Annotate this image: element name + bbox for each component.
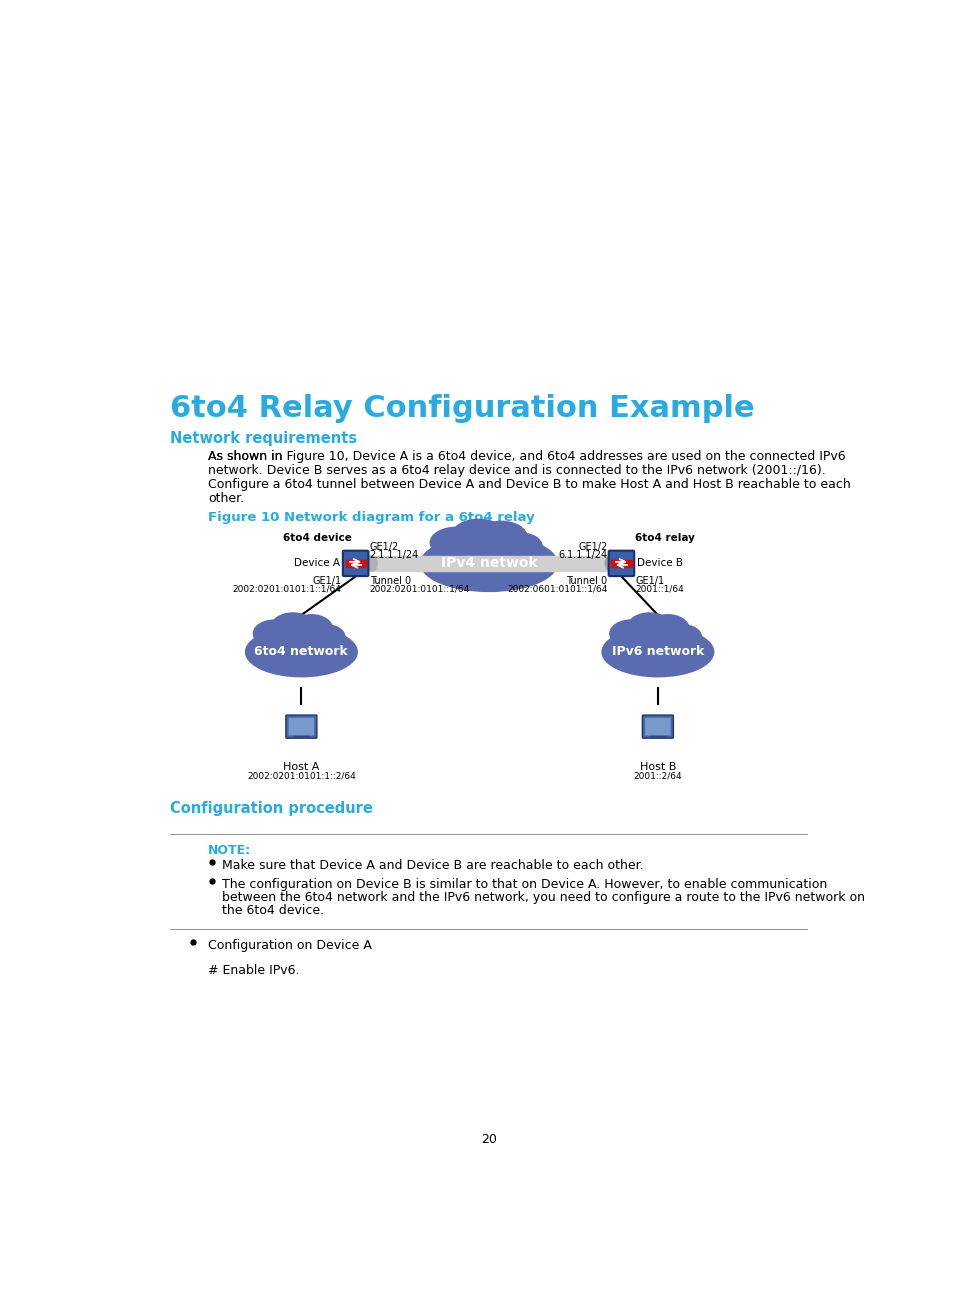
Ellipse shape (498, 533, 541, 560)
Ellipse shape (475, 521, 527, 554)
Text: 6to4 Relay Configuration Example: 6to4 Relay Configuration Example (170, 393, 754, 423)
Ellipse shape (253, 620, 295, 647)
FancyBboxPatch shape (286, 716, 316, 738)
Bar (298, 727, 303, 735)
Text: Make sure that Device A and Device B are reachable to each other.: Make sure that Device A and Device B are… (221, 859, 642, 872)
Text: 2002:0601:0101::1/64: 2002:0601:0101::1/64 (507, 585, 607, 594)
FancyBboxPatch shape (644, 718, 670, 735)
Text: 6to4 device: 6to4 device (283, 533, 352, 543)
Text: As shown in: As shown in (208, 450, 287, 463)
Text: between the 6to4 network and the IPv6 network, you need to configure a route to : between the 6to4 network and the IPv6 ne… (221, 890, 863, 903)
Text: other.: other. (208, 492, 244, 505)
Text: 2002:0201:0101:1::1/64: 2002:0201:0101:1::1/64 (233, 585, 341, 594)
Text: IPv6 network: IPv6 network (611, 646, 703, 659)
Bar (655, 727, 659, 735)
Text: Configuration on Device A: Configuration on Device A (208, 939, 372, 952)
Ellipse shape (646, 615, 688, 643)
Text: GE1/2: GE1/2 (578, 542, 607, 551)
Bar (294, 732, 309, 736)
Ellipse shape (365, 555, 377, 571)
Text: 2001::2/64: 2001::2/64 (633, 771, 681, 780)
Ellipse shape (290, 615, 333, 643)
Text: 2001::1/64: 2001::1/64 (635, 585, 683, 594)
Text: GE1/1: GE1/1 (635, 576, 664, 586)
Ellipse shape (451, 519, 505, 553)
Ellipse shape (420, 536, 557, 591)
Bar (611, 560, 631, 567)
Text: IPv4 netwok: IPv4 netwok (440, 556, 537, 571)
Text: The configuration on Device B is similar to that on Device A. However, to enable: The configuration on Device B is similar… (221, 877, 826, 890)
Text: 6.1.1.1/24: 6.1.1.1/24 (558, 550, 607, 560)
Text: Tunnel 0: Tunnel 0 (369, 576, 411, 586)
Text: Configuration procedure: Configuration procedure (170, 801, 372, 815)
Ellipse shape (665, 625, 700, 650)
Ellipse shape (430, 528, 481, 558)
Ellipse shape (604, 555, 617, 571)
FancyBboxPatch shape (342, 551, 368, 576)
Text: Host B: Host B (639, 762, 676, 773)
Text: NOTE:: NOTE: (208, 845, 252, 858)
Text: 6to4 network: 6to4 network (254, 646, 348, 659)
Text: Device B: Device B (637, 559, 682, 568)
Text: 6to4 relay: 6to4 relay (635, 533, 695, 543)
Text: the 6to4 device.: the 6to4 device. (221, 903, 323, 916)
Text: Configure a 6to4 tunnel between Device A and Device B to make Host A and Host B : Configure a 6to4 tunnel between Device A… (208, 477, 850, 490)
Text: network. Device B serves as a 6to4 relay device and is connected to the IPv6 net: network. Device B serves as a 6to4 relay… (208, 465, 825, 477)
Text: GE1/1: GE1/1 (313, 576, 341, 586)
Ellipse shape (245, 628, 356, 677)
Text: Device A: Device A (294, 559, 340, 568)
Text: Figure 10 Network diagram for a 6to4 relay: Figure 10 Network diagram for a 6to4 rel… (208, 511, 535, 524)
Text: Network requirements: Network requirements (170, 431, 356, 446)
Text: 2.1.1.1/24: 2.1.1.1/24 (369, 550, 418, 560)
Text: 2002:0201:0101:1::2/64: 2002:0201:0101:1::2/64 (247, 771, 355, 780)
Text: Tunnel 0: Tunnel 0 (566, 576, 607, 586)
FancyBboxPatch shape (608, 551, 634, 576)
Ellipse shape (609, 620, 652, 647)
Text: 20: 20 (480, 1134, 497, 1146)
Ellipse shape (309, 625, 345, 650)
Ellipse shape (601, 628, 713, 677)
Ellipse shape (626, 613, 671, 643)
FancyBboxPatch shape (289, 718, 314, 735)
Bar (649, 732, 665, 736)
Text: Host A: Host A (283, 762, 319, 773)
FancyBboxPatch shape (641, 716, 673, 738)
Text: # Enable IPv6.: # Enable IPv6. (208, 964, 299, 977)
Text: GE1/2: GE1/2 (369, 542, 398, 551)
Bar (371, 555, 611, 571)
Text: As shown in Figure 10, Device A is a 6to4 device, and 6to4 addresses are used on: As shown in Figure 10, Device A is a 6to… (208, 450, 845, 463)
Bar (345, 560, 365, 567)
Ellipse shape (271, 613, 315, 643)
Text: 2002:0201:0101::1/64: 2002:0201:0101::1/64 (369, 585, 469, 594)
